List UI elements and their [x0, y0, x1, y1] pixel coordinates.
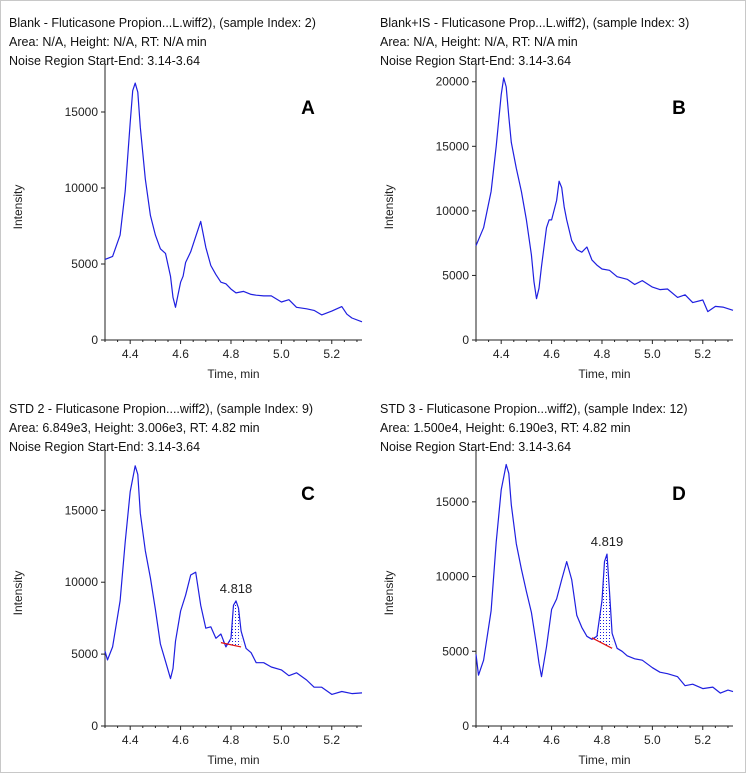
peak-info: Area: 6.849e3, Height: 3.006e3, RT: 4.82…: [9, 421, 260, 435]
peak-rt-label: 4.819: [591, 534, 624, 549]
panel-letter: B: [672, 98, 686, 119]
x-tick-label: 4.6: [543, 733, 560, 747]
panel-letter: C: [301, 484, 315, 505]
chromatogram-panel-b: Blank+IS - Fluticasone Prop...L.wiff2), …: [375, 6, 745, 390]
chromatogram-trace: [475, 463, 734, 694]
panel-header: Blank+IS - Fluticasone Prop...L.wiff2), …: [380, 14, 742, 71]
noise-region: Noise Region Start-End: 3.14-3.64: [9, 54, 201, 68]
x-tick-label: 5.2: [694, 347, 711, 361]
y-axis-label: Intensity: [11, 185, 25, 230]
chromatogram-plot: 0 5000 10000 15000 4.4 4.6 4.8 5.0 5.2 Time, min I…: [11, 450, 363, 767]
y-axis-label: Intensity: [382, 185, 396, 230]
x-axis-label: Time, min: [578, 367, 630, 381]
y-tick-label: 10000: [65, 181, 99, 195]
x-axis-label: Time, min: [578, 753, 630, 767]
peak-info: Area: 1.500e4, Height: 6.190e3, RT: 4.82…: [380, 421, 631, 435]
x-tick-label: 4.8: [594, 347, 611, 361]
y-tick-label: 10000: [436, 570, 470, 584]
y-tick-label: 5000: [442, 644, 469, 658]
x-axis-label: Time, min: [207, 753, 259, 767]
y-tick-label: 5000: [71, 257, 98, 271]
y-tick-label: 5000: [442, 268, 469, 282]
x-tick-label: 4.4: [122, 733, 139, 747]
chromatogram-plot: 0 5000 10000 15000 4.4 4.6 4.8 5.0 5.2 Time, min I…: [382, 450, 734, 767]
x-tick-label: 5.2: [694, 733, 711, 747]
x-tick-label: 5.0: [273, 347, 290, 361]
y-tick-label: 0: [91, 719, 98, 733]
chromatogram-trace: [104, 82, 363, 323]
y-axis-label: Intensity: [382, 571, 396, 616]
y-tick-label: 15000: [436, 139, 470, 153]
y-tick-label: 10000: [65, 575, 99, 589]
peak-baseline: [591, 637, 613, 649]
y-tick-label: 15000: [65, 503, 99, 517]
x-tick-label: 4.6: [172, 733, 189, 747]
peak-info: Area: N/A, Height: N/A, RT: N/A min: [9, 35, 207, 49]
y-axis-label: Intensity: [11, 571, 25, 616]
peak-area: [220, 600, 242, 647]
y-tick-label: 0: [462, 333, 469, 347]
x-tick-label: 5.2: [323, 347, 340, 361]
x-tick-label: 4.4: [122, 347, 139, 361]
noise-region: Noise Region Start-End: 3.14-3.64: [380, 54, 572, 68]
x-tick-label: 5.0: [273, 733, 290, 747]
x-axis-label: Time, min: [207, 367, 259, 381]
x-tick-label: 4.6: [543, 347, 560, 361]
peak-rt-label: 4.818: [220, 581, 253, 596]
sample-name: STD 2 - Fluticasone Propion....wiff2), (…: [9, 402, 314, 416]
panel-header: STD 3 - Fluticasone Propion...wiff2), (s…: [380, 400, 742, 457]
x-tick-label: 4.4: [493, 733, 510, 747]
noise-region: Noise Region Start-End: 3.14-3.64: [380, 440, 572, 454]
panel-letter: D: [672, 484, 686, 505]
x-tick-label: 4.4: [493, 347, 510, 361]
x-tick-label: 4.8: [223, 733, 240, 747]
sample-name: Blank - Fluticasone Propion...L.wiff2), …: [9, 16, 316, 30]
y-tick-label: 5000: [71, 647, 98, 661]
x-tick-label: 4.6: [172, 347, 189, 361]
x-tick-label: 5.0: [644, 347, 661, 361]
panel-header: Blank - Fluticasone Propion...L.wiff2), …: [9, 14, 371, 71]
chromatogram-plot: 0 5000 10000 15000 20000 4.4 4.6 4.8 5.0 5.2 Time,…: [382, 64, 734, 381]
panel-header: STD 2 - Fluticasone Propion....wiff2), (…: [9, 400, 371, 457]
chromatogram-plot: 0 5000 10000 15000 4.4 4.6 4.8 5.0 5.2 Time, min I…: [11, 64, 363, 381]
y-tick-label: 0: [462, 719, 469, 733]
chromatogram-panel-a: Blank - Fluticasone Propion...L.wiff2), …: [4, 6, 374, 390]
peak-info: Area: N/A, Height: N/A, RT: N/A min: [380, 35, 578, 49]
noise-region: Noise Region Start-End: 3.14-3.64: [9, 440, 201, 454]
sample-name: STD 3 - Fluticasone Propion...wiff2), (s…: [380, 402, 688, 416]
chromatogram-panel-d: STD 3 - Fluticasone Propion...wiff2), (s…: [375, 392, 745, 776]
x-tick-label: 4.8: [223, 347, 240, 361]
chromatogram-panel-c: STD 2 - Fluticasone Propion....wiff2), (…: [4, 392, 374, 776]
x-tick-label: 4.8: [594, 733, 611, 747]
sample-name: Blank+IS - Fluticasone Prop...L.wiff2), …: [380, 16, 690, 30]
y-tick-label: 15000: [436, 495, 470, 509]
y-tick-label: 20000: [436, 75, 470, 89]
y-tick-label: 10000: [436, 204, 470, 218]
y-tick-label: 15000: [65, 105, 99, 119]
x-tick-label: 5.0: [644, 733, 661, 747]
y-tick-label: 0: [91, 333, 98, 347]
chromatogram-trace: [475, 77, 734, 313]
panel-letter: A: [301, 98, 315, 119]
chromatogram-trace: [104, 465, 363, 695]
x-tick-label: 5.2: [323, 733, 340, 747]
peak-baseline: [220, 642, 242, 648]
